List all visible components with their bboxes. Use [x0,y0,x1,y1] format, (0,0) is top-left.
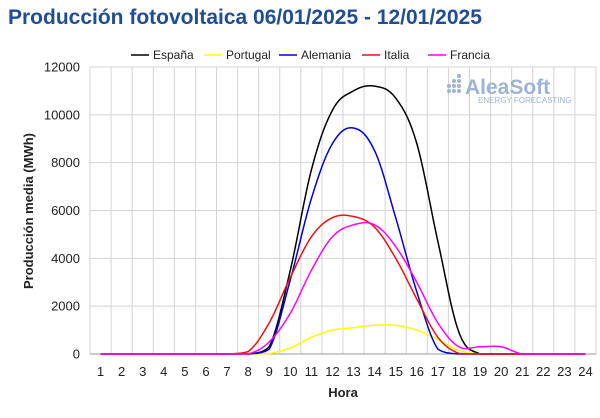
series-line-francia [100,221,586,355]
x-tick-label: 2 [118,364,125,379]
x-tick-label: 24 [578,364,592,379]
aleasoft-logo: AleaSoft ENERGY FORECASTING [447,74,572,105]
y-tick-label: 12000 [44,60,80,75]
series-lines [100,84,586,355]
legend: España Portugal Alemania Italia Francia [131,48,490,62]
y-tick-label: 8000 [51,155,80,170]
logo-sub-text: ENERGY FORECASTING [478,96,572,105]
x-tick-label: 9 [266,364,273,379]
legend-label-espana: España [153,48,194,62]
y-tick-label: 10000 [44,107,80,122]
logo-main-text: AleaSoft [465,76,550,99]
x-tick-label: 8 [245,364,252,379]
x-tick-label: 11 [305,364,319,379]
legend-label-alemania: Alemania [301,48,351,62]
x-tick-label: 15 [388,364,402,379]
x-tick-label: 17 [431,364,445,379]
x-tick-label: 10 [283,364,297,379]
y-tick-label: 2000 [51,299,80,314]
x-axis-label: Hora [328,385,358,400]
y-tick-label: 6000 [51,203,80,218]
x-tick-label: 20 [494,364,508,379]
x-tick-label: 18 [452,364,466,379]
x-tick-label: 22 [536,364,550,379]
y-tick-labels: 0 2000 4000 6000 8000 10000 12000 [44,60,80,362]
legend-label-francia: Francia [450,48,490,62]
legend-label-italia: Italia [384,48,410,62]
x-tick-label: 6 [202,364,209,379]
x-tick-label: 1 [97,364,104,379]
legend-label-portugal: Portugal [226,48,271,62]
y-axis-label: Producción media (MWh) [21,133,36,289]
grid-lines [89,66,597,355]
x-tick-label: 3 [139,364,146,379]
x-tick-label: 12 [325,364,339,379]
x-tick-label: 21 [515,364,529,379]
x-tick-label: 19 [473,364,487,379]
logo-dots-icon [447,74,461,93]
y-tick-label: 0 [73,347,80,362]
x-tick-label: 13 [346,364,360,379]
x-tick-label: 23 [557,364,571,379]
x-tick-label: 7 [223,364,230,379]
chart-title: Producción fotovoltaica 06/01/2025 - 12/… [8,6,482,29]
x-tick-labels: 1 2 3 4 5 6 7 8 9 10 11 12 13 14 15 16 17 18 19 20 21 22 23 24 [97,364,593,379]
x-tick-label: 14 [367,364,381,379]
x-tick-label: 16 [410,364,424,379]
x-tick-label: 4 [160,364,167,379]
x-tick-label: 5 [181,364,188,379]
y-tick-label: 4000 [51,251,80,266]
